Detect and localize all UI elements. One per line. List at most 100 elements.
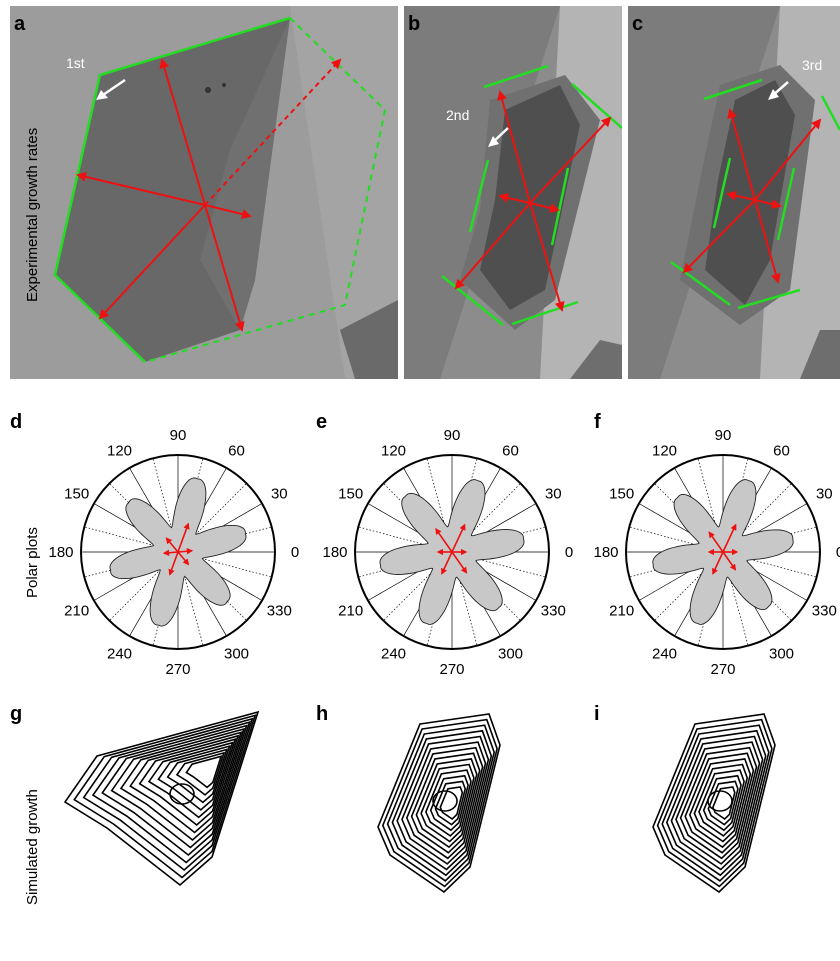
panel-label-d: d [10, 411, 22, 433]
row-label-bottom: Simulated growth [24, 789, 41, 905]
growth-contour [377, 713, 501, 894]
polar-growth-arrow [177, 522, 190, 553]
polar-tick-label: 270 [710, 661, 735, 678]
polar-growth-arrow [168, 551, 179, 576]
micrograph-a [10, 6, 398, 379]
polar-growth-arrow [722, 523, 737, 553]
polar-tick-label: 270 [165, 661, 190, 678]
growth-contour [712, 786, 736, 821]
polar-spoke [152, 551, 179, 646]
panel-label-f: f [594, 411, 601, 433]
polar-spoke [722, 458, 749, 553]
growth-contour [405, 746, 484, 860]
polar-spoke [629, 526, 724, 553]
micrograph-b [404, 6, 622, 379]
polar-growth-arrow [708, 531, 724, 553]
polar-spoke [177, 551, 272, 578]
polar-growth-arrow [177, 551, 190, 566]
growth-contour [381, 718, 498, 888]
crystal-b-inner [480, 85, 580, 310]
growth-contour [396, 735, 490, 871]
growth-contour [665, 729, 767, 877]
polar-spoke [722, 551, 817, 578]
polar-tick-label: 0 [565, 544, 573, 561]
growth-contour [415, 758, 478, 849]
polar-tick-label: 120 [107, 443, 132, 460]
panel-label-c: c [632, 13, 643, 35]
polar-spoke [109, 551, 179, 621]
growth-contour [679, 746, 758, 860]
seed-circle [169, 783, 195, 805]
growth-contour [391, 729, 493, 877]
polar-spoke [84, 551, 179, 578]
growth-contour [73, 714, 257, 879]
simulated-growth-h [377, 713, 501, 894]
panel-label-i: i [594, 703, 600, 725]
crystal-c-inner [705, 80, 795, 305]
polar-tick-label: 90 [715, 427, 732, 444]
growth-contour [702, 774, 742, 832]
growth-contour [63, 710, 260, 887]
polar-tick-label: 240 [652, 645, 677, 662]
polar-spoke [109, 483, 179, 553]
growth-contour [166, 748, 229, 804]
polar-spoke [722, 551, 749, 646]
polar-spoke [629, 551, 724, 578]
polar-spoke [654, 551, 724, 621]
polar-spoke [383, 551, 453, 621]
simulated-growth-g [63, 710, 260, 887]
growth-contour [656, 718, 773, 888]
polar-tick-label: 330 [267, 603, 292, 620]
polar-spoke [722, 483, 792, 553]
growth-contour [157, 744, 231, 811]
polar-tick-label: 240 [381, 645, 406, 662]
polar-outer-ring [80, 454, 276, 650]
annotation-third: 3rd [802, 57, 822, 73]
polar-tick-label: 30 [271, 486, 288, 503]
polar-growth-arrow [451, 551, 468, 574]
polar-spoke [451, 551, 546, 578]
growth-contour [698, 769, 745, 837]
polar-spoke [177, 458, 204, 553]
polar-tick-label: 120 [652, 443, 677, 460]
panel-label-g: g [10, 703, 22, 725]
polar-tick-label: 0 [836, 544, 840, 561]
growth-contour [670, 735, 764, 871]
growth-contour [91, 721, 251, 864]
polar-plot-d: 0 30 60 90 120 150 180 210 240 270 300 330 [48, 427, 299, 678]
growth-contour [386, 724, 496, 882]
polar-tick-label: 90 [170, 427, 187, 444]
growth-contour [420, 763, 475, 843]
seed-circle [432, 790, 458, 812]
growth-contour [119, 731, 243, 842]
polar-tick-label: 30 [545, 486, 562, 503]
polar-tick-label: 300 [224, 645, 249, 662]
polar-spoke [451, 551, 478, 646]
polar-tick-label: 90 [444, 427, 461, 444]
polar-growth-arrow [177, 548, 194, 555]
growth-contour [138, 738, 237, 827]
polar-growth-arrow [712, 551, 724, 575]
polar-spoke [177, 526, 272, 553]
polar-spoke [451, 458, 478, 553]
panel-label-h: h [316, 703, 328, 725]
polar-tick-label: 240 [107, 645, 132, 662]
polar-tick-label: 330 [812, 603, 837, 620]
polar-tick-label: 210 [609, 603, 634, 620]
growth-contour [410, 752, 481, 854]
growth-contour [429, 774, 469, 832]
polar-spoke [697, 458, 724, 553]
polar-tick-label: 150 [609, 486, 634, 503]
polar-tick-label: 150 [64, 486, 89, 503]
annotation-first: 1st [66, 55, 85, 71]
seed-circle [707, 790, 733, 812]
polar-tick-label: 60 [773, 443, 790, 460]
row-label-top: Experimental growth rates [24, 128, 41, 302]
polar-spoke [177, 551, 204, 646]
annotation-second: 2nd [446, 107, 469, 123]
polar-tick-label: 270 [439, 661, 464, 678]
growth-contour [175, 751, 226, 796]
polar-outer-ring [354, 454, 550, 650]
polar-plot-e: 0 30 60 90 120 150 180 210 240 270 300 330 [322, 427, 573, 678]
growth-contour [425, 769, 472, 837]
